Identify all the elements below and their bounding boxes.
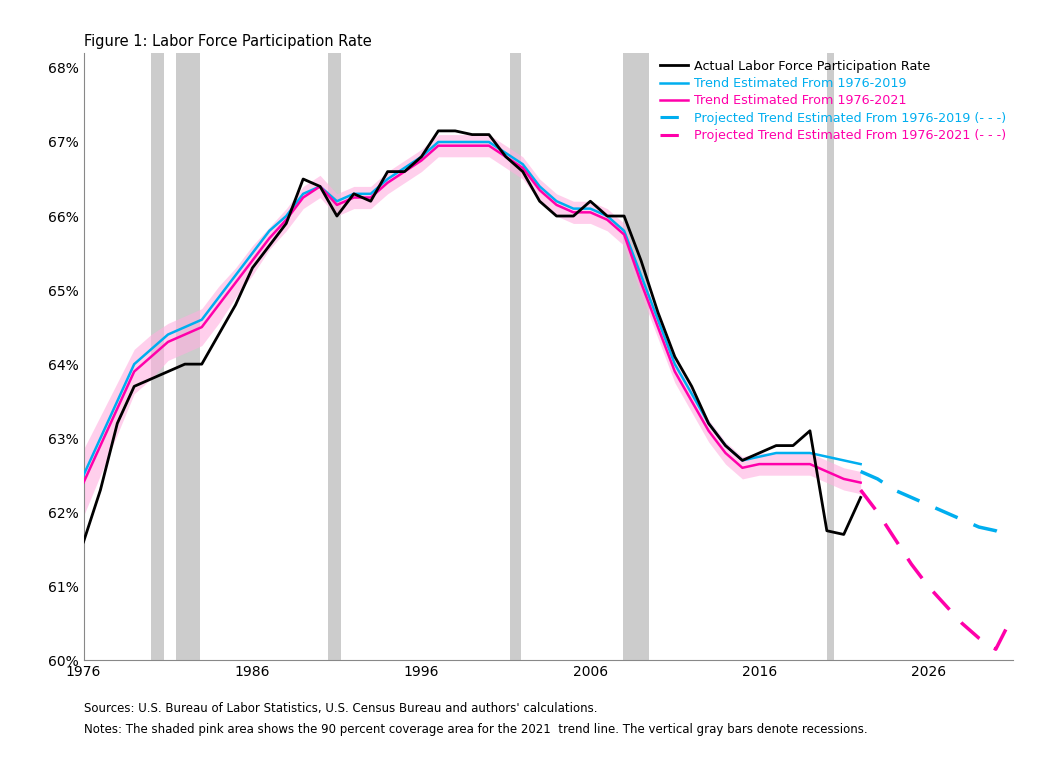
Bar <box>329 53 341 660</box>
Text: Notes: The shaded pink area shows the 90 percent coverage area for the 2021  tre: Notes: The shaded pink area shows the 90… <box>84 723 868 735</box>
Bar <box>176 53 200 660</box>
Bar <box>623 53 649 660</box>
Bar <box>511 53 521 660</box>
Bar <box>151 53 164 660</box>
Bar <box>827 53 834 660</box>
Legend: Actual Labor Force Participation Rate, Trend Estimated From 1976-2019, Trend Est: Actual Labor Force Participation Rate, T… <box>660 59 1006 143</box>
Text: Sources: U.S. Bureau of Labor Statistics, U.S. Census Bureau and authors' calcul: Sources: U.S. Bureau of Labor Statistics… <box>84 702 597 715</box>
Text: Figure 1: Labor Force Participation Rate: Figure 1: Labor Force Participation Rate <box>84 34 372 49</box>
